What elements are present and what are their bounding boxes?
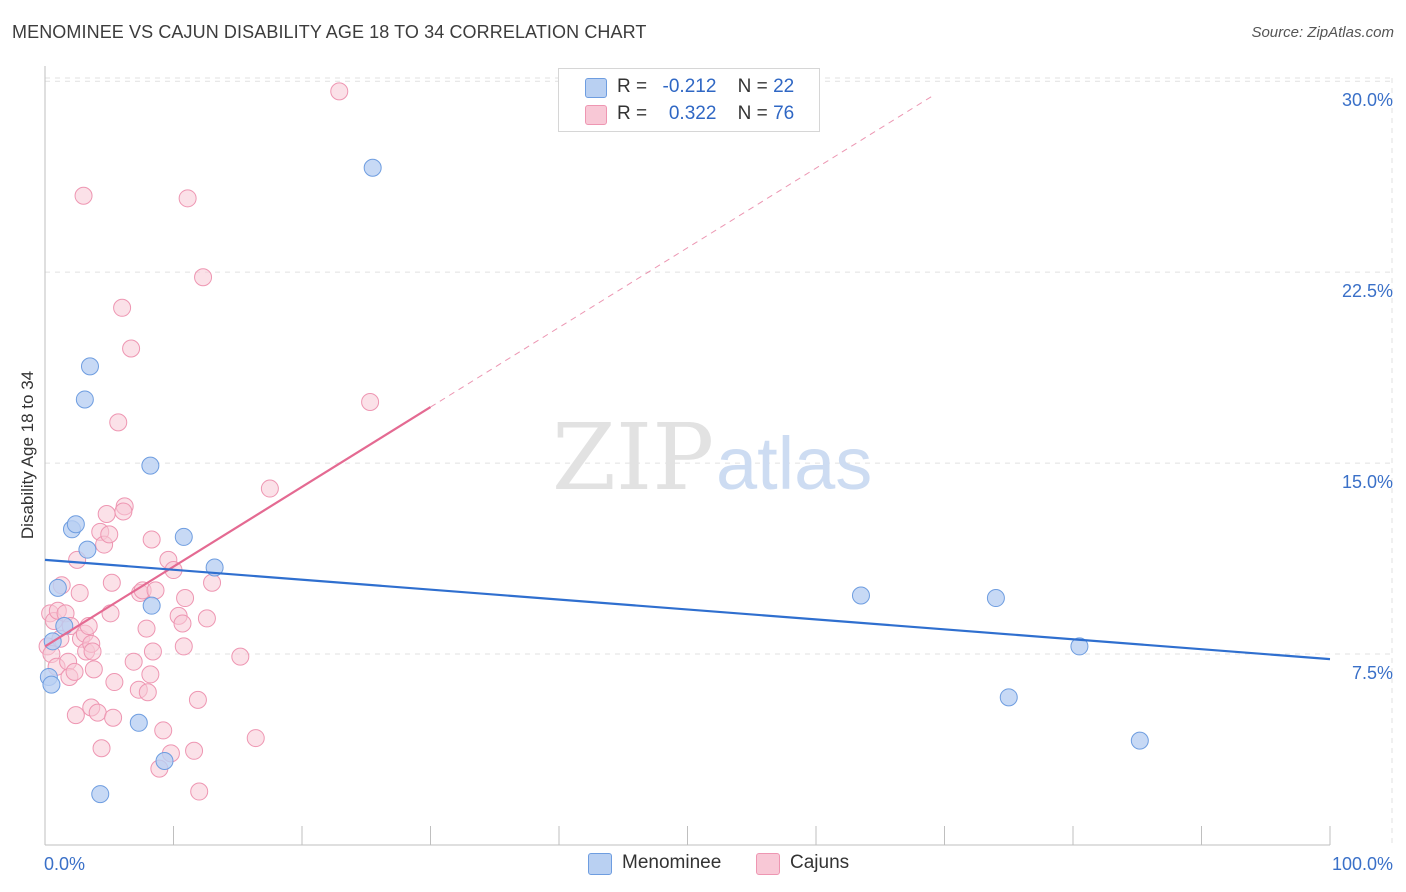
menominee-point: [78, 540, 97, 559]
watermark: ZIP atlas: [552, 404, 872, 511]
cajun-point: [194, 268, 213, 287]
cajun-point: [190, 782, 209, 801]
menominee-point: [851, 586, 870, 605]
cajun-point: [203, 573, 222, 592]
legend-n-label: N =: [737, 103, 768, 124]
y-tick-label: 7.5%: [1352, 663, 1393, 683]
cajun-point: [178, 189, 197, 208]
grid-lines: [45, 77, 1393, 845]
cajun-legend-label: Cajuns: [790, 852, 850, 873]
cajun-point: [97, 505, 116, 524]
cajun-point: [197, 609, 216, 628]
cajun-point: [361, 392, 380, 411]
cajun-point: [154, 721, 173, 740]
cajun-point: [260, 479, 279, 498]
legend-n-label: N =: [737, 76, 768, 97]
cajun-point: [109, 413, 128, 432]
menominee-points: [39, 158, 1149, 804]
cajun-point: [113, 298, 132, 317]
cajun-swatch: [585, 105, 607, 125]
menominee-point: [174, 527, 193, 546]
cajun-points: [38, 82, 380, 801]
y-tick-label: 30.0%: [1342, 90, 1393, 110]
cajun-point: [122, 339, 141, 358]
cajun-point: [231, 647, 250, 666]
cajun-point: [141, 665, 160, 684]
axes: [44, 66, 1331, 846]
trend-lines: [44, 96, 1331, 661]
cajun-point: [102, 573, 121, 592]
menominee-point: [91, 785, 110, 804]
cajun-legend-swatch: [756, 853, 780, 875]
cajun-point: [101, 604, 120, 623]
cajun-point: [83, 642, 102, 661]
y-tick-labels: 7.5% 15.0% 22.5% 30.0%: [1342, 90, 1393, 683]
cajun-point: [100, 525, 119, 544]
cajun-point: [70, 583, 89, 602]
legend-r-value-menominee: -0.212: [662, 76, 717, 97]
menominee-point: [999, 688, 1018, 707]
menominee-point: [48, 578, 67, 597]
cajun-point: [173, 614, 192, 633]
menominee-trend-line: [44, 558, 1331, 661]
cajun-point: [142, 530, 161, 549]
x-tick-label-max: 100.0%: [1332, 854, 1393, 874]
legend-r-value-cajuns: 0.322: [668, 103, 717, 124]
legend-n-value-cajuns: 76: [773, 103, 795, 124]
menominee-swatch: [585, 78, 607, 98]
menominee-point: [155, 751, 174, 770]
menominee-point: [129, 713, 148, 732]
cajun-point: [104, 708, 123, 727]
cajun-point: [330, 82, 349, 101]
cajun-point: [124, 652, 143, 671]
legend-n-value-menominee: 22: [773, 76, 795, 97]
menominee-point: [1070, 637, 1089, 656]
menominee-point: [142, 596, 161, 615]
cajun-point: [246, 729, 265, 748]
cajun-trend-line: [44, 406, 432, 648]
watermark-atlas: atlas: [716, 422, 872, 505]
cajun-point: [143, 642, 162, 661]
menominee-point: [42, 675, 61, 694]
cajun-point: [114, 502, 133, 521]
x-tick-labels: 0.0% 100.0%: [44, 854, 1393, 874]
y-tick-label: 15.0%: [1342, 472, 1393, 492]
cajun-point: [188, 690, 207, 709]
legend-r-label: R =: [617, 103, 648, 124]
cajun-point: [185, 741, 204, 760]
watermark-zip: ZIP: [552, 404, 714, 511]
cajun-point: [65, 662, 84, 681]
cajun-point: [88, 703, 107, 722]
cajun-point: [137, 619, 156, 638]
cajun-point: [146, 581, 165, 600]
correlation-legend: R = -0.212 N = 22 R = 0.322 N = 76: [558, 68, 820, 132]
legend-r-label: R =: [617, 76, 648, 97]
menominee-point: [75, 390, 94, 409]
cajun-point: [138, 683, 157, 702]
source-label: Source: ZipAtlas.com: [1251, 24, 1394, 41]
y-tick-label: 22.5%: [1342, 281, 1393, 301]
menominee-point: [80, 357, 99, 376]
menominee-point: [66, 515, 85, 534]
menominee-point: [141, 456, 160, 475]
menominee-point: [363, 158, 382, 177]
cajun-trend-extension: [430, 96, 932, 408]
cajun-point: [74, 186, 93, 205]
cajun-point: [84, 660, 103, 679]
cajun-point: [176, 589, 195, 608]
y-axis-label: Disability Age 18 to 34: [18, 371, 37, 539]
menominee-legend-swatch: [588, 853, 612, 875]
cajun-point: [105, 673, 124, 692]
cajun-point: [174, 637, 193, 656]
cajun-point: [92, 739, 111, 758]
chart-title: MENOMINEE VS CAJUN DISABILITY AGE 18 TO …: [12, 22, 647, 42]
menominee-legend-label: Menominee: [622, 852, 722, 873]
x-tick-label-min: 0.0%: [44, 854, 85, 874]
menominee-point: [986, 589, 1005, 608]
menominee-point: [1130, 731, 1149, 750]
cajun-point: [66, 706, 85, 725]
